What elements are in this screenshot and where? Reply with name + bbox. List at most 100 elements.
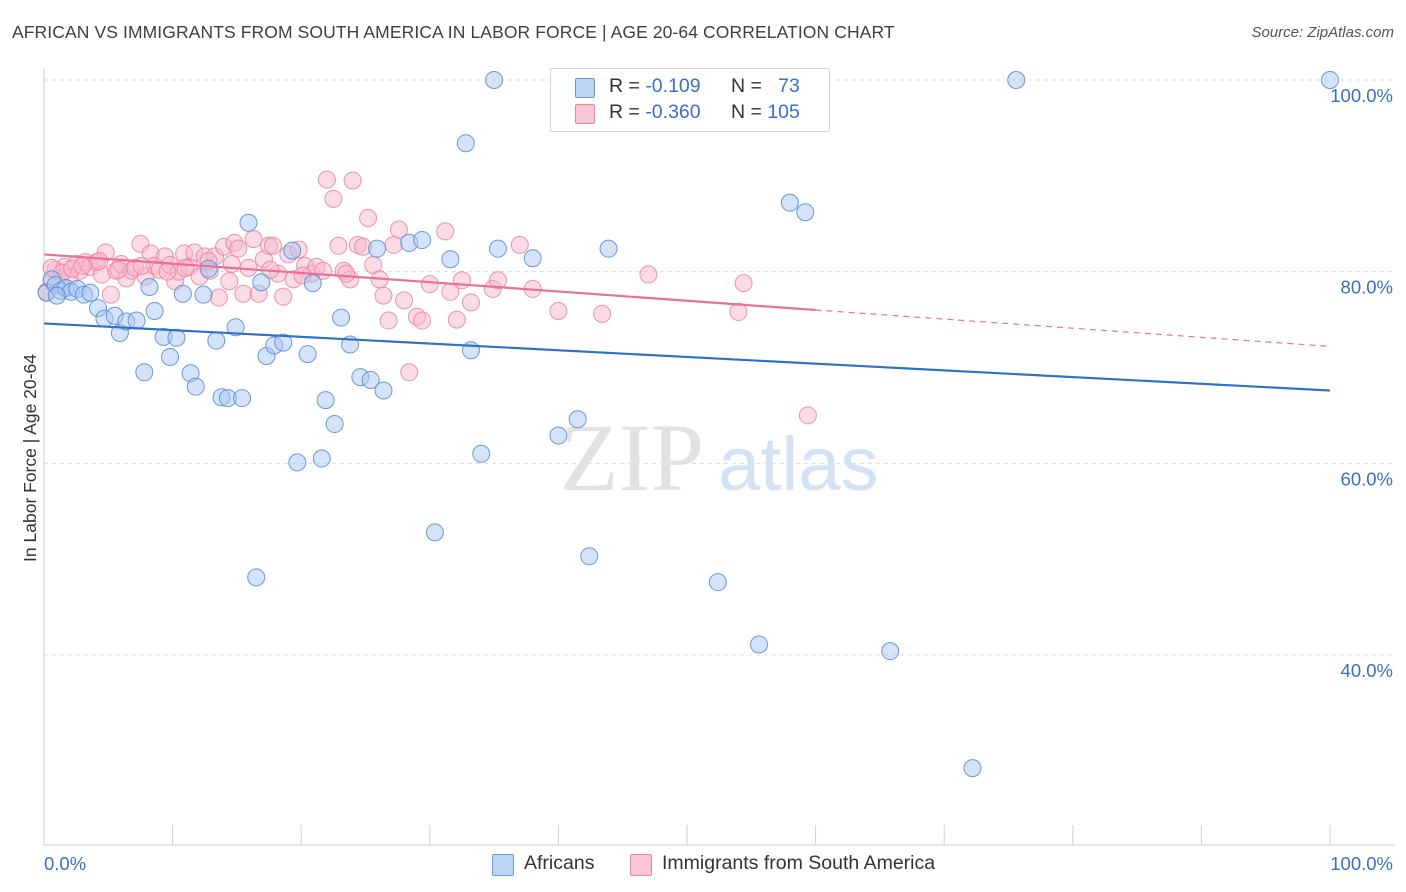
y-tick-label: 60.0% [1341,468,1393,489]
point-south-america [101,285,120,304]
y-tick-label: 40.0% [1341,660,1393,681]
watermark-atlas: atlas [718,422,879,507]
point-africans [207,331,226,350]
point-africans [568,410,587,429]
point-south-america [452,271,471,290]
source-credit: Source: ZipAtlas.com [1251,24,1394,41]
point-south-america [389,220,408,239]
point-africans [81,283,100,302]
point-africans [580,547,599,566]
point-south-america [384,235,403,254]
legend-n-south-america: N = 105 [731,101,800,124]
point-africans [485,71,504,89]
axes [43,68,1395,846]
point-south-america [379,311,398,330]
watermark: ZIP atlas [560,404,879,511]
point-africans [456,134,475,153]
point-africans [194,285,213,304]
point-south-america [436,222,455,241]
axis-labels: 40.0% 60.0% 80.0% 100.0% 0.0% 100.0% In Labor … [20,85,1393,874]
point-south-america [209,288,228,307]
point-south-america [329,236,348,255]
chart-title: AFRICAN VS IMMIGRANTS FROM SOUTH AMERICA… [12,22,895,42]
point-africans [47,286,66,305]
correlation-legend: R = -0.109 N = 73 R = -0.360 N = 105 [550,68,830,132]
legend-r-south-america: R = -0.360 [609,101,701,124]
point-africans [233,389,252,408]
point-africans [425,523,444,542]
point-south-america [593,304,612,323]
point-africans [549,426,568,445]
legend-r-value-africans: -0.109 [645,75,701,97]
point-south-america [222,255,241,273]
trendline-south-america [43,253,816,312]
point-africans [708,573,727,592]
bottom-legend-africans: Africans [524,852,595,874]
point-africans [374,381,393,400]
point-south-america [510,235,529,254]
point-africans [145,301,164,320]
bottom-legend-south-america: Immigrants from South America [662,852,936,874]
point-south-america [395,291,414,310]
point-africans [161,347,180,366]
point-africans [1321,71,1339,89]
point-south-america [639,265,658,284]
legend-swatch-africans [575,78,595,98]
series-legend: Africans Immigrants from South America [0,852,1406,878]
point-south-america [229,239,248,258]
point-africans [796,203,815,222]
legend-n-value-africans: 73 [778,75,800,97]
point-south-america [90,252,109,271]
point-south-america [400,363,419,382]
y-tick-label: 80.0% [1341,277,1393,298]
point-africans [135,363,154,382]
point-africans [226,318,245,337]
legend-r-label: R = [609,75,640,97]
series-africans [37,71,1339,778]
x-tick-label-max: 100.0% [1330,853,1393,874]
point-africans [199,259,218,278]
point-africans [274,333,293,352]
point-africans [303,274,322,293]
point-africans [1007,71,1026,89]
point-south-america [176,258,195,277]
point-south-america [798,406,817,425]
y-axis-title: In Labor Force | Age 20-64 [20,354,40,562]
point-africans [298,345,317,364]
point-africans [963,759,982,778]
point-africans [140,278,159,296]
legend-n-label: N = [731,75,762,97]
y-tick-label: 100.0% [1330,85,1393,106]
point-south-america [109,260,128,279]
legend-n-value-south-america: 105 [767,101,800,123]
point-south-america [488,271,507,290]
point-africans [167,328,186,347]
x-tick-label-min: 0.0% [44,853,86,874]
point-africans [239,213,258,232]
point-africans [312,449,331,468]
point-south-america [220,272,239,291]
legend-r-label: R = [609,101,640,123]
trendlines [43,253,1331,392]
legend-r-africans: R = -0.109 [609,75,701,98]
point-south-america [324,189,343,208]
point-africans [316,391,335,410]
legend-n-label: N = [731,101,762,123]
point-south-america [244,230,263,249]
point-south-america [343,171,362,190]
point-africans [283,241,302,260]
point-south-america [263,236,282,255]
point-south-america [734,274,753,293]
point-south-america [359,209,378,227]
trendline-south-america-extrapolated [815,309,1331,348]
point-africans [441,250,460,269]
point-africans [325,415,344,434]
bottom-legend-swatch-africans [492,854,514,876]
point-south-america [158,262,177,281]
trendline-africans [43,322,1331,392]
point-africans [252,273,271,292]
point-south-america [234,284,253,303]
point-africans [368,239,387,258]
point-africans [127,311,146,330]
point-africans [472,444,491,463]
